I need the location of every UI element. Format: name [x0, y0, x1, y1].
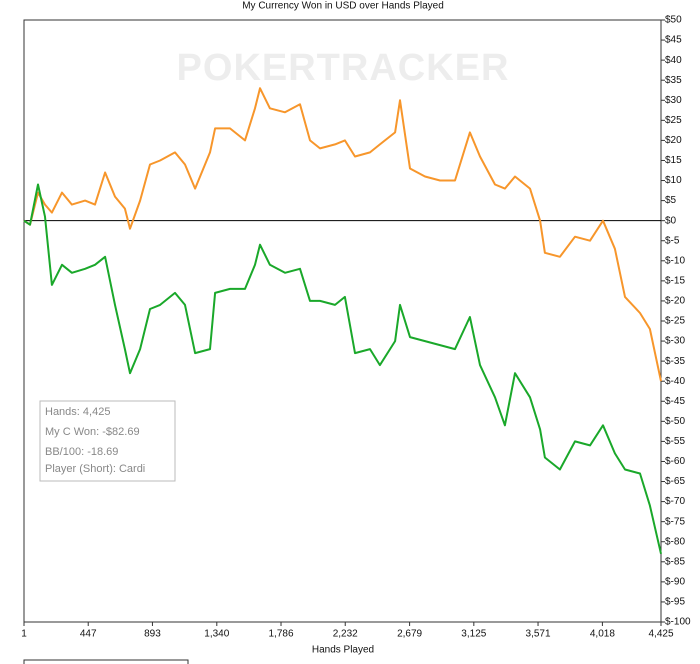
y-tick-label: $45 [665, 35, 682, 46]
tooltip: Hands: 4,425 My C Won: -$82.69 BB/100: -… [39, 400, 176, 482]
y-tick-label: $40 [665, 55, 682, 66]
y-tick-label: $-55 [665, 436, 685, 447]
y-tick-label: $-65 [665, 476, 685, 487]
tooltip-line: Player (Short): Cardi [45, 463, 145, 475]
y-tick-label: $-70 [665, 496, 685, 507]
tooltip-line: My C Won: -$82.69 [45, 426, 140, 438]
y-tick-label: $-35 [665, 356, 685, 367]
y-tick-label: $-90 [665, 577, 685, 588]
y-tick-label: $15 [665, 155, 682, 166]
y-tick-label: $-50 [665, 416, 685, 427]
y-tick-label: $30 [665, 95, 682, 106]
x-axis-label: Hands Played [312, 645, 374, 656]
x-tick-label: 893 [144, 629, 161, 640]
y-tick-label: $-100 [665, 617, 691, 628]
tooltip-box [39, 400, 176, 482]
y-tick-label: $-85 [665, 556, 685, 567]
chart-title: My Currency Won in USD over Hands Played [242, 1, 444, 12]
y-tick-label: $50 [665, 15, 682, 26]
x-tick-label: 4,425 [648, 629, 673, 640]
y-tick-label: $-15 [665, 276, 685, 287]
legend-box [23, 659, 189, 664]
y-tick-label: $35 [665, 75, 682, 86]
tooltip-line: Hands: 4,425 [45, 406, 110, 418]
x-tick-label: 2,232 [333, 629, 358, 640]
tooltip-line: BB/100: -18.69 [45, 446, 118, 458]
y-tick-label: $-25 [665, 316, 685, 327]
x-tick-label: 3,571 [526, 629, 551, 640]
y-tick-label: $-80 [665, 536, 685, 547]
x-tick-label: 1 [21, 629, 27, 640]
series-line [23, 87, 662, 382]
y-tick-label: $20 [665, 135, 682, 146]
x-tick-label: 447 [80, 629, 97, 640]
y-tick-label: $0 [665, 215, 677, 226]
y-tick-label: $25 [665, 115, 682, 126]
y-tick-label: $-75 [665, 516, 685, 527]
y-tick-label: $-20 [665, 296, 685, 307]
x-tick-label: 3,125 [461, 629, 486, 640]
y-tick-label: $-40 [665, 376, 685, 387]
y-tick-label: $5 [665, 195, 677, 206]
x-tick-label: 4,018 [590, 629, 615, 640]
y-tick-label: $-45 [665, 396, 685, 407]
y-tick-label: $-95 [665, 597, 685, 608]
series-line [23, 183, 662, 555]
y-tick-label: $-60 [665, 456, 685, 467]
watermark: POKERTRACKER [177, 47, 510, 89]
y-tick-label: $-10 [665, 255, 685, 266]
y-tick-label: $-30 [665, 336, 685, 347]
y-tick-label: $-5 [665, 235, 680, 246]
x-tick-label: 1,340 [204, 629, 229, 640]
y-tick-label: $10 [665, 175, 682, 186]
x-tick-label: 1,786 [269, 629, 294, 640]
x-tick-label: 2,679 [397, 629, 422, 640]
